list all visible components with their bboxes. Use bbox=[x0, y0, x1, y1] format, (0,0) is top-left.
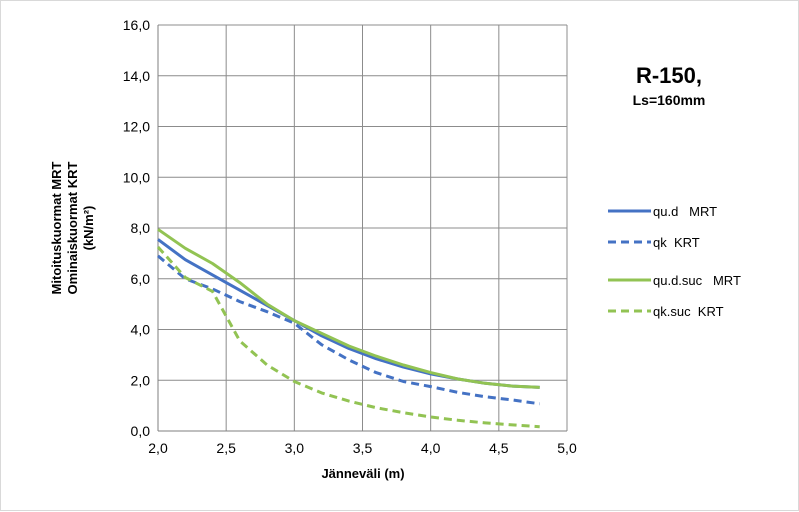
y-tick-label: 6,0 bbox=[131, 271, 151, 287]
series-line bbox=[156, 245, 540, 429]
legend-label: qk KRT bbox=[653, 235, 700, 250]
y-tick-label: 12,0 bbox=[123, 119, 150, 135]
tick-labels: 0,02,04,06,08,010,012,014,016,02,0 2,5 3,0… bbox=[123, 17, 577, 456]
x-axis-title: Jänneväli (m) bbox=[321, 466, 404, 481]
y-tick-label: 0,0 bbox=[131, 423, 151, 439]
y-tick-label: 2,0 bbox=[131, 372, 151, 388]
chart-subtitle: Ls=160mm bbox=[633, 92, 706, 108]
x-tick-label: 5,0 bbox=[557, 440, 577, 456]
legend: qu.d MRT qk KRT qu.d.suc MRT qk.suc KRT bbox=[608, 204, 741, 319]
x-tick-label: 3,0 bbox=[285, 440, 305, 456]
legend-label: qk.suc KRT bbox=[653, 304, 724, 319]
x-tick-label: 2,5 bbox=[216, 440, 236, 456]
series-lines bbox=[156, 228, 540, 429]
x-tick-label: 4,0 bbox=[421, 440, 441, 456]
series-line bbox=[157, 254, 540, 406]
grid-lines bbox=[157, 24, 568, 432]
legend-label: qu.d.suc MRT bbox=[653, 273, 741, 288]
legend-label: qu.d MRT bbox=[653, 204, 717, 219]
y-tick-label: 14,0 bbox=[123, 68, 150, 84]
y-tick-label: 10,0 bbox=[123, 169, 150, 185]
y-axis-title-line: Ominaiskuormat KRT bbox=[65, 161, 80, 294]
chart-title: R-150, bbox=[636, 63, 702, 88]
x-tick-label: 4,5 bbox=[489, 440, 509, 456]
y-axis-title-line: Mitoituskuormat MRT bbox=[49, 162, 64, 295]
x-tick-label: 2,0 bbox=[148, 440, 168, 456]
y-axis-title: Mitoituskuormat MRT Ominaiskuormat KRT (kN… bbox=[49, 161, 96, 294]
y-tick-label: 16,0 bbox=[123, 17, 150, 33]
y-tick-label: 8,0 bbox=[131, 220, 151, 236]
series-line bbox=[157, 238, 540, 389]
x-tick-label: 3,5 bbox=[353, 440, 373, 456]
y-axis-title-line: (kN/m²) bbox=[81, 206, 96, 251]
series-line bbox=[157, 228, 540, 389]
y-tick-label: 4,0 bbox=[131, 322, 151, 338]
axes bbox=[157, 25, 567, 432]
